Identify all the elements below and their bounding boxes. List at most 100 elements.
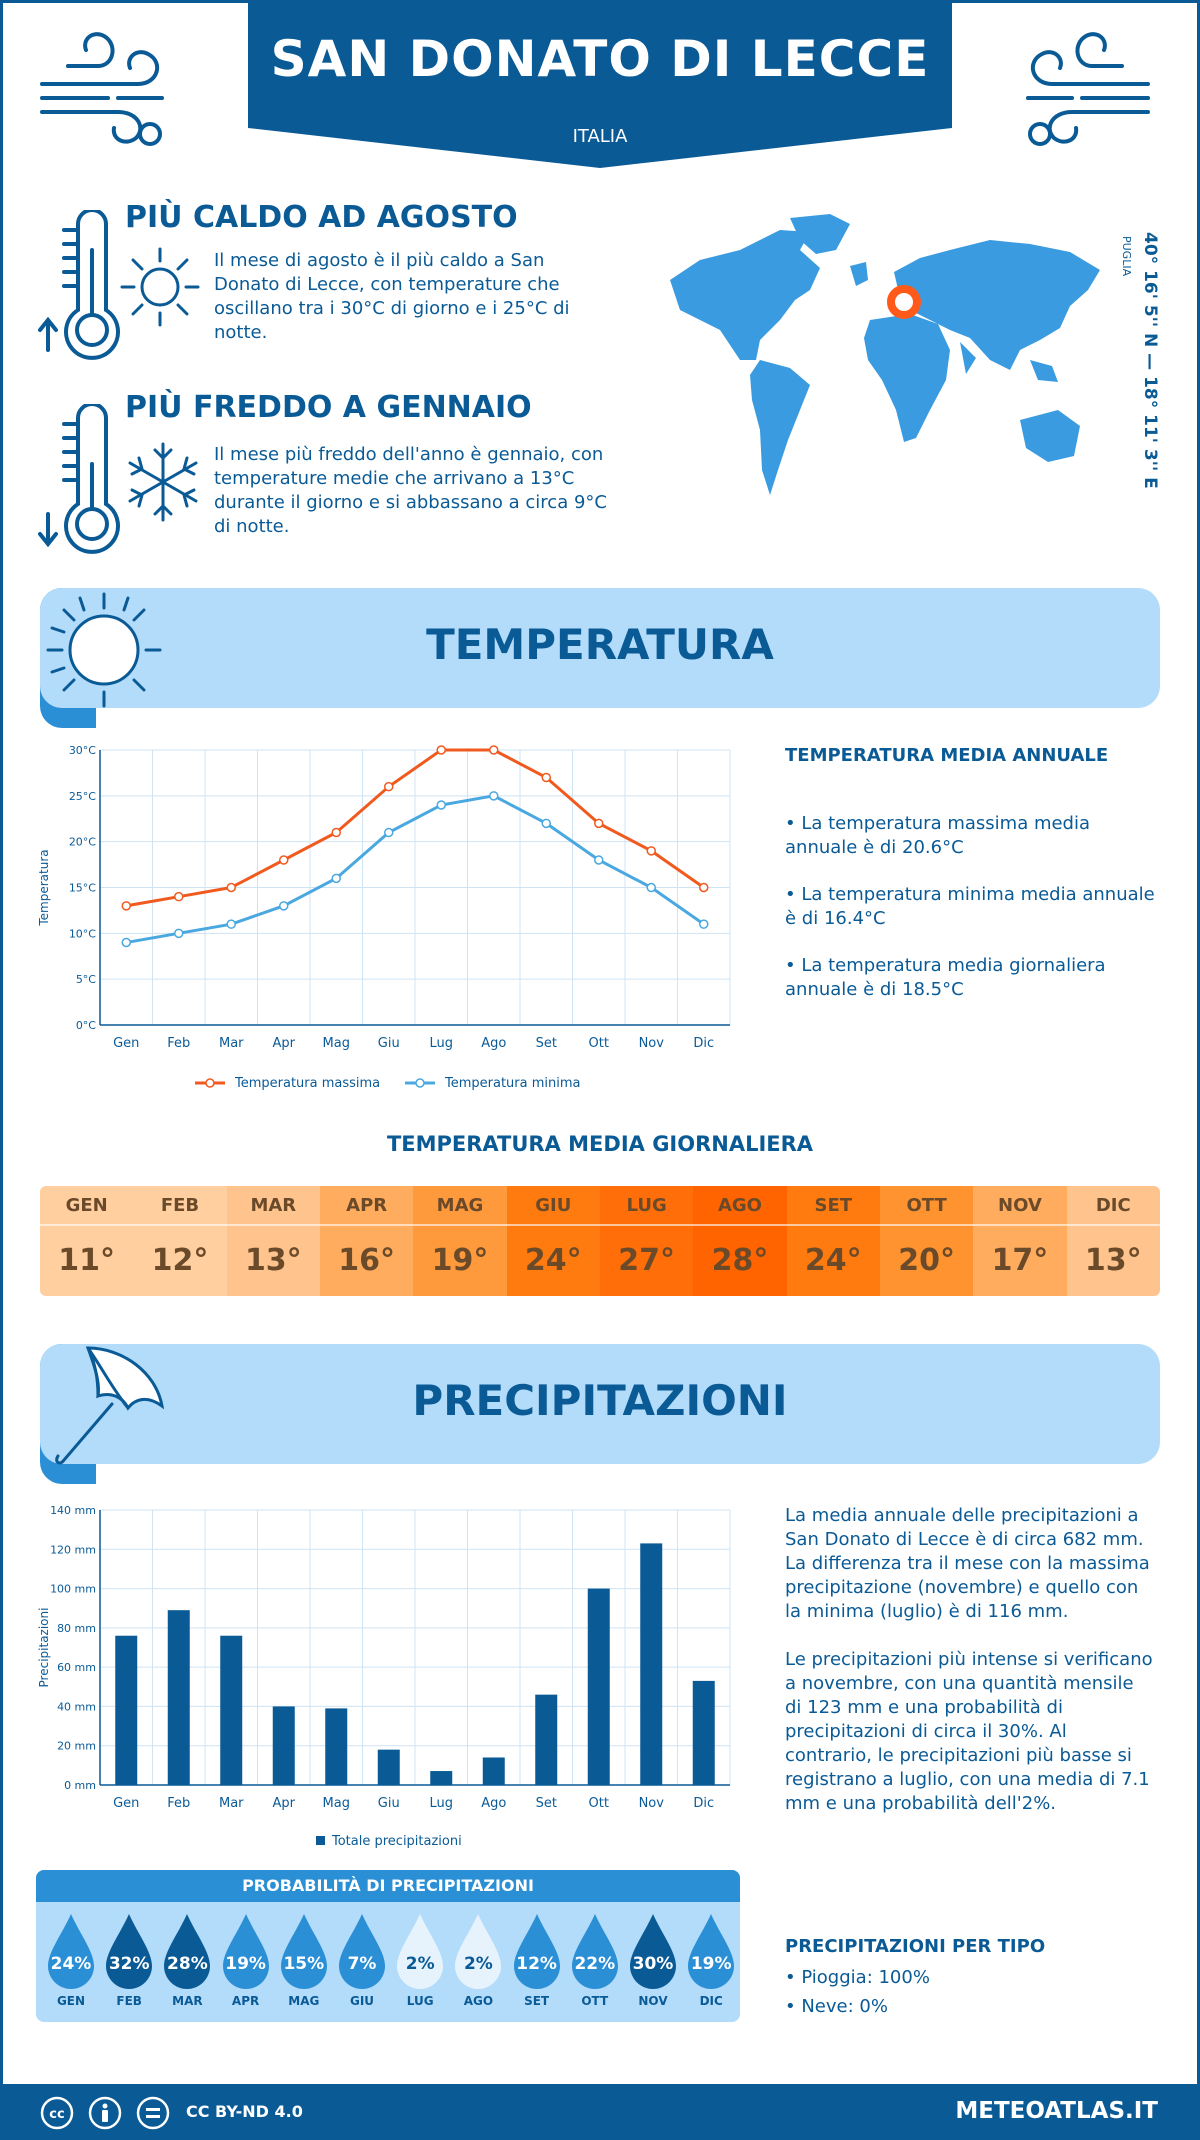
sun-icon [46, 592, 162, 708]
x-tick-label: Lug [429, 1796, 453, 1811]
probability-drop: 2% LUG [391, 1912, 449, 2016]
footer: cc CC BY-ND 4.0 METEOATLAS.IT [0, 2084, 1200, 2140]
daily-temp-grid: GEN 11° FEB 12° MAR 13° APR 16° MAG 19° GIU 24° LUG 2… [40, 1186, 1160, 1296]
x-tick-label: Mar [219, 1036, 244, 1051]
data-point [436, 800, 446, 810]
legend-marker [415, 1078, 425, 1088]
page-title: SAN DONATO DI LECCE [270, 30, 930, 88]
probability-value: 12% [516, 1954, 557, 1974]
raindrop-icon [397, 1914, 444, 1989]
daily-temp-value: 12° [151, 1243, 209, 1278]
cc-icon[interactable]: cc [40, 2096, 74, 2130]
x-tick-label: Gen [113, 1036, 139, 1051]
x-tick-label: Feb [167, 1036, 190, 1051]
data-point [699, 919, 709, 929]
daily-temp-value: 13° [1084, 1243, 1142, 1278]
data-point [384, 827, 394, 838]
data-point [436, 745, 446, 755]
daily-month-label: APR [319, 1186, 414, 1226]
legend-label: Temperatura minima [444, 1076, 581, 1090]
x-tick-label: Mag [323, 1036, 350, 1051]
raindrop-icon [513, 1914, 560, 1989]
data-point [279, 855, 289, 865]
attribution-icon[interactable] [88, 2096, 122, 2130]
raindrop-icon [630, 1914, 676, 1989]
y-tick-label: 0 mm [64, 1779, 96, 1792]
location-marker [887, 285, 921, 319]
bar [430, 1771, 453, 1785]
probability-drop: 7% GIU [333, 1912, 391, 2016]
data-point [646, 846, 656, 856]
probability-month: FEB [116, 1994, 142, 2008]
data-point [541, 772, 551, 783]
daily-month-label: FEB [133, 1186, 227, 1226]
bar [167, 1610, 190, 1785]
raindrop-icon [106, 1914, 153, 1989]
daily-month-label: OTT [879, 1186, 974, 1226]
y-tick-label: 15°C [69, 882, 96, 895]
legend-label: Totale precipitazioni [331, 1834, 462, 1849]
x-tick-label: Mar [219, 1796, 244, 1811]
x-tick-label: Ago [481, 1796, 506, 1811]
raindrop-icon [280, 1914, 327, 1989]
temp-bullet-avg: • La temperatura media giornaliera annua… [785, 955, 1106, 1000]
x-tick-label: Ott [589, 1796, 609, 1811]
probability-value: 7% [347, 1954, 377, 1974]
y-tick-label: 10°C [69, 927, 96, 940]
precip-probability-panel: PROBABILITÀ DI PRECIPITAZIONI 24% GEN 32% F… [36, 1870, 740, 2022]
raindrop-icon [688, 1914, 735, 1989]
probability-value: 19% [225, 1954, 266, 1974]
daily-month-label: MAG [413, 1186, 507, 1226]
daily-temp-cell: GEN 11° [40, 1186, 134, 1296]
daily-temp-value: 24° [524, 1243, 582, 1278]
raindrop-icon [48, 1914, 94, 1989]
probability-month: AGO [463, 1994, 494, 2008]
data-point [174, 891, 184, 902]
x-tick-label: Ott [589, 1036, 609, 1051]
probability-value: 24% [50, 1954, 92, 1974]
daily-temp-value: 20° [898, 1243, 955, 1278]
raindrop-icon [164, 1914, 211, 1989]
temperature-band [40, 588, 1160, 708]
probability-month: MAR [172, 1994, 203, 2008]
annual-temp-title: TEMPERATURA MEDIA ANNUALE [785, 745, 1109, 766]
legend-swatch [316, 1836, 325, 1845]
snowflake-icon [128, 442, 198, 522]
y-tick-label: 0°C [76, 1019, 96, 1032]
world-map [670, 214, 1100, 495]
x-tick-label: Set [536, 1796, 557, 1811]
precip-type-snow: • Neve: 0% [785, 1996, 888, 2017]
data-point [121, 901, 131, 911]
probability-value: 22% [574, 1954, 616, 1974]
data-point [489, 791, 499, 801]
probability-month: DIC [699, 1994, 723, 2008]
region-label: PUGLIA [1120, 236, 1133, 277]
raindrop-icon [455, 1914, 502, 1989]
y-tick-label: 60 mm [57, 1661, 96, 1674]
data-point [331, 827, 341, 838]
daily-month-label: GIU [506, 1186, 600, 1226]
y-axis-label: Precipitazioni [37, 1608, 51, 1688]
cold-month-title: PIÙ FREDDO A GENNAIO [125, 390, 532, 425]
data-point [174, 928, 184, 939]
no-derivatives-icon[interactable] [136, 2096, 170, 2130]
x-tick-label: Dic [693, 1796, 714, 1811]
bar [640, 1543, 663, 1785]
temperature-chart: 0°C 5°C 10°C 15°C 20°C 25°C 30°C Gen Feb Mar Apr Ma… [37, 744, 731, 1090]
x-tick-label: Ago [481, 1036, 506, 1051]
daily-temp-value: 13° [244, 1243, 302, 1278]
y-tick-label: 120 mm [50, 1543, 96, 1556]
probability-value: 19% [690, 1954, 732, 1974]
daily-temp-cell: DIC 13° [1066, 1186, 1160, 1296]
site-link[interactable]: METEOATLAS.IT [955, 2098, 1158, 2124]
temp-bullet-max: • La temperatura massima media annuale è… [785, 813, 1091, 858]
daily-month-label: MAR [226, 1186, 320, 1226]
daily-temp-cell: GIU 24° [506, 1186, 600, 1296]
thermometer-down-icon [38, 404, 120, 554]
cold-month-text: Il mese più freddo dell'anno è gennaio, … [214, 444, 607, 537]
license-label[interactable]: CC BY-ND 4.0 [186, 2102, 303, 2121]
daily-temp-cell: SET 24° [786, 1186, 880, 1296]
probability-month: MAG [288, 1994, 320, 2008]
daily-month-label: GEN [40, 1186, 134, 1226]
x-tick-label: Nov [639, 1796, 665, 1811]
